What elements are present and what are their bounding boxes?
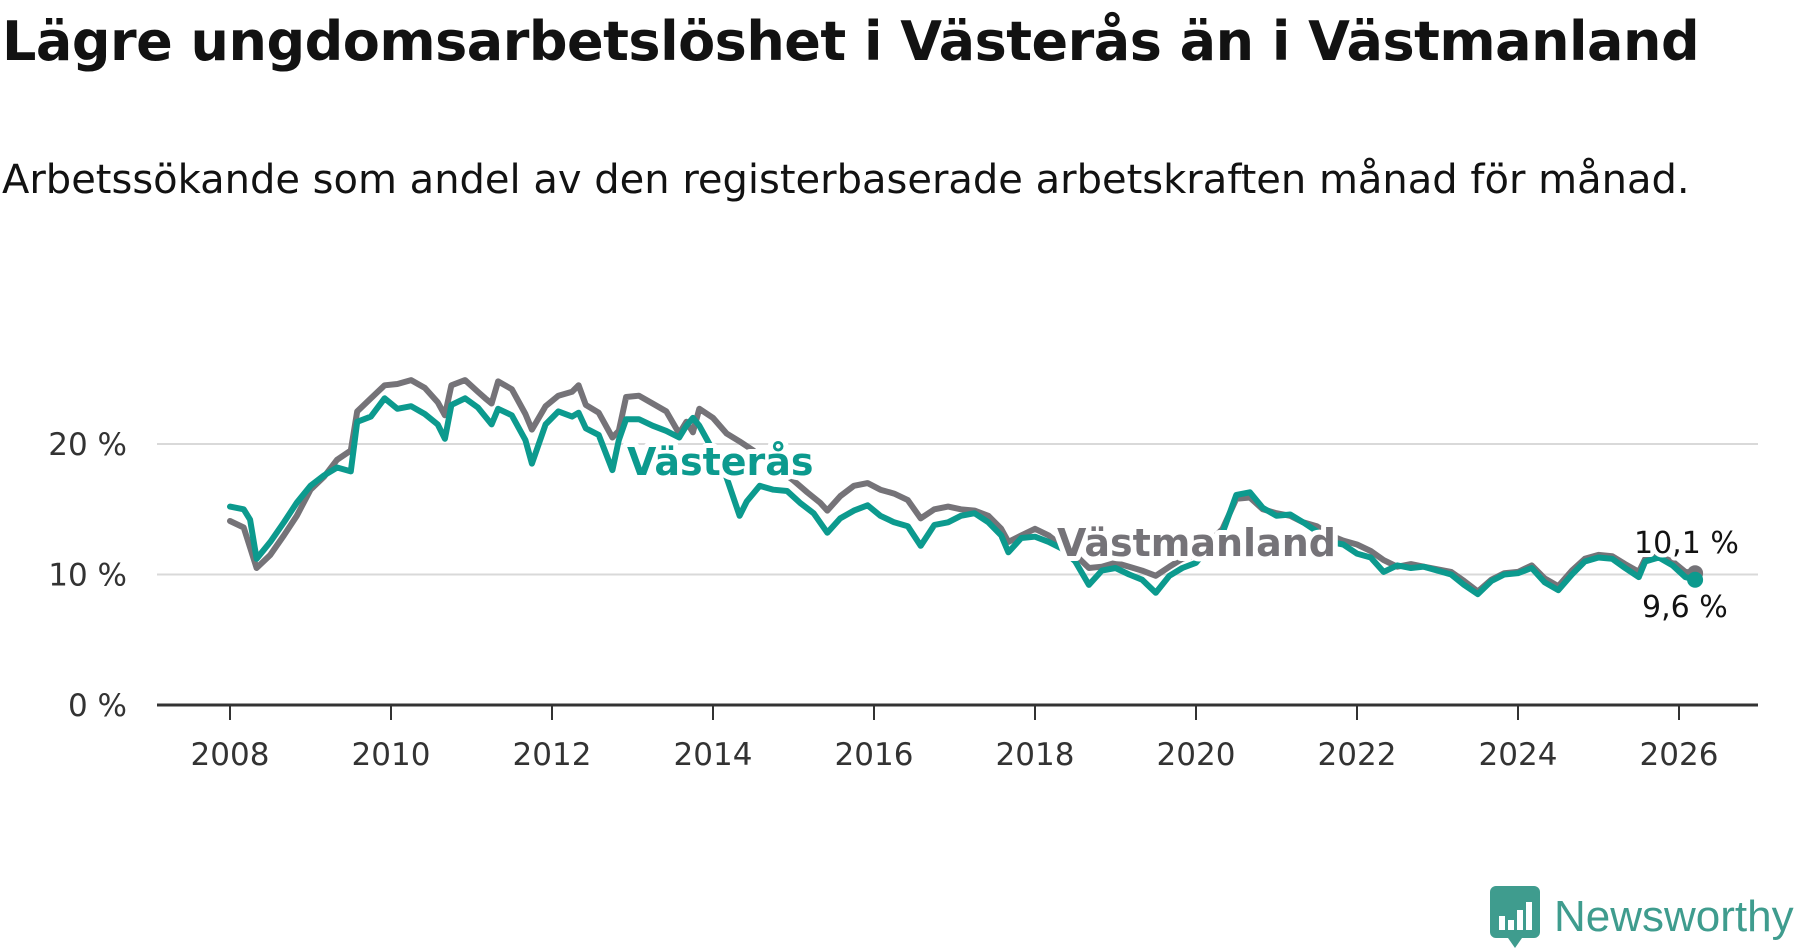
series-label-vasteras: Västerås xyxy=(627,440,814,484)
y-tick-label: 0 % xyxy=(68,688,127,724)
x-tick-label: 2012 xyxy=(513,737,592,773)
y-tick-label: 10 % xyxy=(48,558,127,594)
bar-chart-bubble-icon xyxy=(1490,886,1540,948)
series-end-point-vasteras xyxy=(1687,571,1704,588)
series-lines xyxy=(227,377,1704,598)
y-tick-label: 20 % xyxy=(48,427,127,463)
grid-lines xyxy=(157,443,1758,576)
end-label-vastmanland: 10,1 % xyxy=(1634,526,1739,561)
page-subtitle: Arbetssökande som andel av den registerb… xyxy=(2,157,1690,203)
x-tick-label: 2024 xyxy=(1479,737,1558,773)
series-line-vasteras xyxy=(227,395,1699,598)
x-axis-ticks: 2008 2010 2012 2014 2016 2018 2020 2022 2024 2026 xyxy=(191,705,1719,773)
end-label-vasteras: 9,6 % xyxy=(1642,590,1728,625)
page-title: Lägre ungdomsarbetslöshet i Västerås än … xyxy=(2,10,1700,73)
x-tick-label: 2020 xyxy=(1157,737,1236,773)
x-tick-label: 2022 xyxy=(1318,737,1397,773)
brand-name: Newsworthy xyxy=(1554,892,1794,941)
x-tick-label: 2018 xyxy=(996,737,1075,773)
brand-logo: Newsworthy xyxy=(1490,886,1794,948)
x-tick-label: 2016 xyxy=(835,737,914,773)
x-tick-label: 2026 xyxy=(1640,737,1719,773)
x-tick-label: 2008 xyxy=(191,737,270,773)
y-axis-ticks: 0 % 10 % 20 % xyxy=(48,427,127,724)
x-tick-label: 2014 xyxy=(674,737,753,773)
x-tick-label: 2010 xyxy=(352,737,431,773)
series-label-vastmanland: Västmanland xyxy=(1057,521,1336,565)
